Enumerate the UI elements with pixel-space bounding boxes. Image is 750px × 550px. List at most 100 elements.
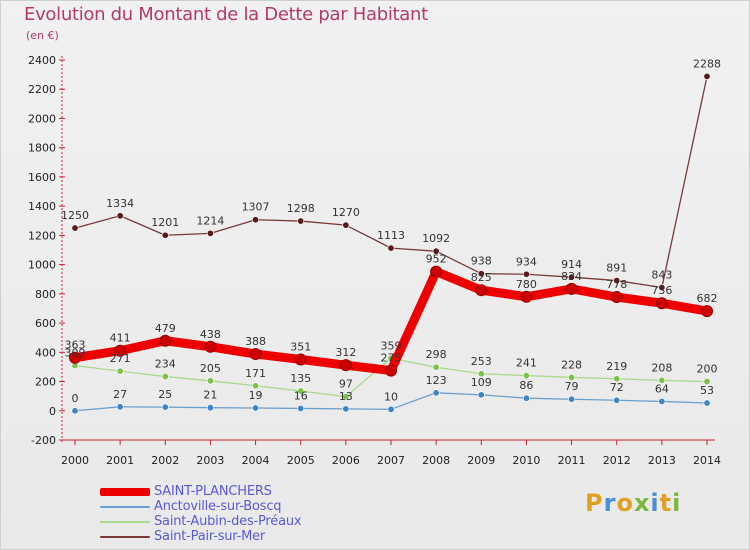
data-label: 1113 bbox=[377, 229, 405, 242]
data-point bbox=[204, 340, 217, 353]
data-label: 10 bbox=[384, 390, 398, 403]
data-label: 171 bbox=[245, 367, 266, 380]
x-tick-label: 2007 bbox=[377, 454, 405, 467]
data-label: 271 bbox=[110, 352, 131, 365]
legend-label: SAINT-PLANCHERS bbox=[154, 484, 272, 499]
data-label: 351 bbox=[290, 340, 311, 353]
data-point bbox=[297, 217, 305, 225]
data-label: 1201 bbox=[151, 216, 179, 229]
data-point bbox=[432, 363, 440, 371]
data-point bbox=[71, 407, 79, 415]
data-point bbox=[161, 403, 169, 411]
data-label: 834 bbox=[561, 270, 582, 283]
data-point bbox=[703, 399, 711, 407]
data-label: 53 bbox=[700, 384, 714, 397]
data-label: 1298 bbox=[287, 202, 315, 215]
data-point bbox=[522, 270, 530, 278]
data-label: 2288 bbox=[693, 57, 721, 70]
legend-swatch-saint-pair bbox=[100, 536, 150, 538]
y-tick-label: 600 bbox=[35, 317, 56, 330]
data-point bbox=[385, 364, 397, 377]
data-label: 411 bbox=[110, 332, 131, 345]
legend-swatch-saint-planchers bbox=[100, 488, 150, 496]
data-point bbox=[161, 373, 169, 381]
data-label: 13 bbox=[339, 390, 353, 403]
legend-item[interactable]: Saint-Aubin-des-Préaux bbox=[100, 514, 400, 530]
data-label: 97 bbox=[339, 378, 353, 391]
x-tick-label: 2002 bbox=[151, 454, 179, 467]
data-label: 228 bbox=[561, 358, 582, 371]
data-point bbox=[297, 387, 305, 395]
x-tick-label: 2011 bbox=[558, 454, 586, 467]
legend-swatch-saint-aubin bbox=[100, 521, 150, 523]
data-point bbox=[159, 334, 172, 347]
data-label: 825 bbox=[471, 271, 492, 284]
brand-logo: Proxiti bbox=[585, 489, 682, 517]
data-point bbox=[658, 284, 666, 292]
data-label: 363 bbox=[65, 339, 86, 352]
data-label: 135 bbox=[290, 372, 311, 385]
data-label: 208 bbox=[651, 361, 672, 374]
data-point bbox=[69, 351, 81, 364]
data-point bbox=[116, 367, 124, 375]
data-label: 952 bbox=[426, 253, 447, 266]
data-label: 1214 bbox=[196, 214, 224, 227]
x-tick-label: 2005 bbox=[287, 454, 315, 467]
data-label: 309 bbox=[65, 347, 86, 360]
x-tick-label: 2004 bbox=[242, 454, 270, 467]
data-point bbox=[249, 348, 262, 361]
data-point bbox=[613, 396, 621, 404]
y-tick-label: 1800 bbox=[28, 142, 56, 155]
data-label: 234 bbox=[155, 358, 176, 371]
data-point bbox=[655, 297, 668, 310]
legend-item[interactable]: SAINT-PLANCHERS bbox=[100, 484, 400, 500]
data-point bbox=[252, 382, 260, 390]
chart-title: Evolution du Montant de la Dette par Hab… bbox=[24, 4, 428, 25]
data-label: 780 bbox=[516, 278, 537, 291]
data-label: 359 bbox=[381, 339, 402, 352]
data-point bbox=[658, 376, 666, 384]
data-label: 205 bbox=[200, 362, 221, 375]
data-point bbox=[71, 224, 79, 232]
data-label: 843 bbox=[651, 269, 672, 282]
data-label: 27 bbox=[113, 388, 127, 401]
y-tick-label: 1400 bbox=[28, 200, 56, 213]
legend-label: Saint-Pair-sur-Mer bbox=[154, 529, 266, 544]
data-label: 253 bbox=[471, 355, 492, 368]
legend-item[interactable]: Anctoville-sur-Boscq bbox=[100, 499, 400, 515]
data-label: 312 bbox=[335, 346, 356, 359]
data-label: 298 bbox=[426, 348, 447, 361]
data-label: 682 bbox=[697, 292, 718, 305]
data-point bbox=[613, 277, 621, 285]
y-tick-label: 2400 bbox=[28, 54, 56, 67]
data-point bbox=[387, 244, 395, 252]
data-point bbox=[610, 291, 623, 304]
data-label: 275 bbox=[381, 352, 402, 365]
x-tick-label: 2000 bbox=[61, 454, 89, 467]
data-label: 914 bbox=[561, 258, 582, 271]
y-tick-label: 2000 bbox=[28, 112, 56, 125]
data-label: 21 bbox=[203, 389, 217, 402]
legend-item[interactable]: Saint-Pair-sur-Mer bbox=[100, 529, 400, 545]
data-point bbox=[568, 395, 576, 403]
x-tick-label: 2012 bbox=[603, 454, 631, 467]
y-tick-label: 800 bbox=[35, 288, 56, 301]
data-point bbox=[477, 370, 485, 378]
data-label: 16 bbox=[294, 389, 308, 402]
legend-label: Anctoville-sur-Boscq bbox=[154, 499, 282, 514]
data-point bbox=[116, 403, 124, 411]
x-tick-label: 2001 bbox=[106, 454, 134, 467]
legend-swatch-anctoville bbox=[100, 506, 150, 508]
data-point bbox=[658, 397, 666, 405]
data-label: 938 bbox=[471, 255, 492, 268]
y-tick-label: -200 bbox=[31, 434, 56, 447]
data-label: 891 bbox=[606, 262, 627, 275]
data-point bbox=[206, 377, 214, 385]
data-point bbox=[522, 372, 530, 380]
data-label: 123 bbox=[426, 374, 447, 387]
data-label: 438 bbox=[200, 328, 221, 341]
y-tick-label: 400 bbox=[35, 346, 56, 359]
data-point bbox=[430, 265, 443, 278]
data-point bbox=[477, 270, 485, 278]
